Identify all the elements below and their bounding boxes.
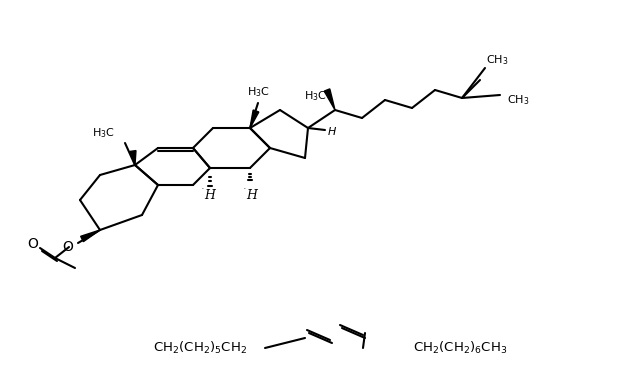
Text: H: H [205, 189, 216, 201]
Polygon shape [81, 230, 100, 242]
Polygon shape [130, 151, 136, 165]
Text: $\mathregular{H_3C}$: $\mathregular{H_3C}$ [92, 126, 115, 140]
Text: $\mathregular{CH_2(CH_2)_5CH_2}$: $\mathregular{CH_2(CH_2)_5CH_2}$ [153, 340, 247, 356]
Polygon shape [324, 89, 335, 110]
Text: $\mathregular{CH_2(CH_2)_6CH_3}$: $\mathregular{CH_2(CH_2)_6CH_3}$ [413, 340, 507, 356]
Text: $\mathregular{CH_3}$: $\mathregular{CH_3}$ [486, 53, 508, 67]
Text: $\mathregular{CH_3}$: $\mathregular{CH_3}$ [507, 93, 529, 107]
Text: O: O [63, 240, 74, 254]
Polygon shape [250, 110, 259, 128]
Text: H: H [328, 127, 336, 137]
Text: H: H [246, 189, 257, 201]
Text: O: O [28, 237, 38, 251]
Text: $\mathregular{H_3C}$: $\mathregular{H_3C}$ [246, 85, 269, 99]
Text: $\mathregular{H_3C}$: $\mathregular{H_3C}$ [304, 89, 327, 103]
